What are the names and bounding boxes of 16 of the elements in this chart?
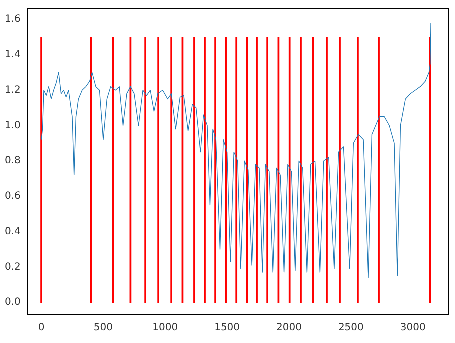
x-tick-label: 2000 — [276, 322, 302, 334]
y-tick-label: 1.4 — [4, 50, 21, 61]
y-tick-label: 0.2 — [4, 262, 21, 273]
y-tick-label: 1.6 — [4, 14, 21, 26]
x-tick-label: 1500 — [214, 322, 240, 334]
x-tick-label: 3000 — [400, 322, 426, 334]
y-tick-label: 0.8 — [4, 156, 21, 167]
y-tick-label: 0.0 — [4, 297, 21, 308]
y-tick-label: 1.0 — [4, 120, 21, 132]
y-tick-label: 1.2 — [4, 84, 21, 96]
x-tick-label: 500 — [94, 322, 113, 334]
y-tick-label: 0.4 — [4, 226, 21, 238]
y-tick-label: 0.6 — [4, 191, 21, 202]
x-tick-label: 0 — [38, 322, 45, 334]
x-tick-label: 1000 — [152, 322, 178, 334]
x-tick-label: 2500 — [338, 322, 364, 334]
